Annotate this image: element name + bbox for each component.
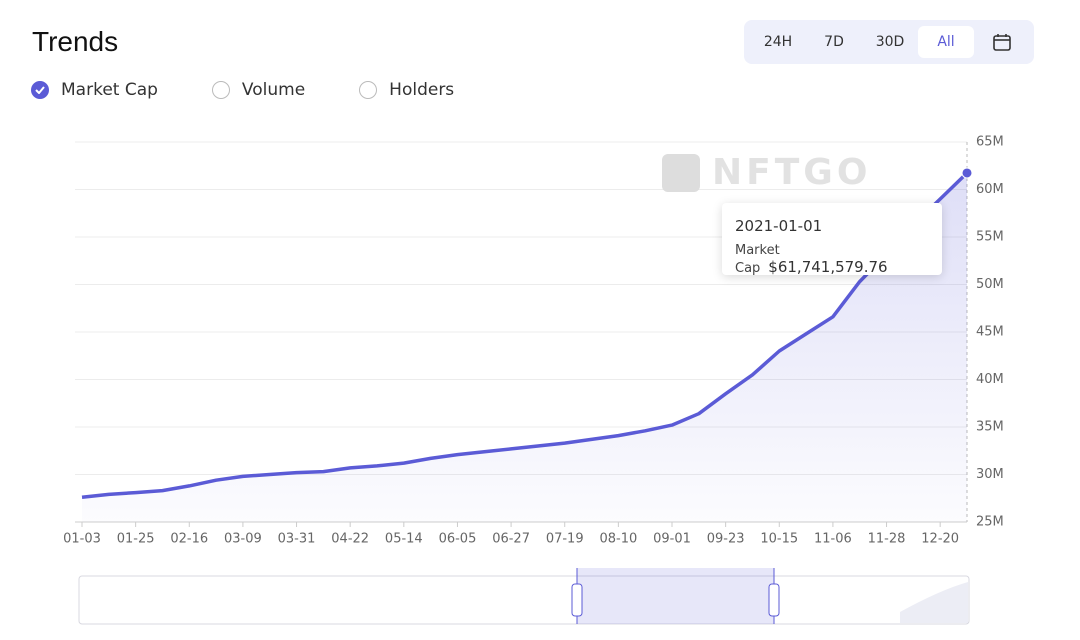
y-tick-label: 35M <box>976 420 1004 435</box>
toggle-label: Holders <box>389 80 455 100</box>
x-tick-label: 11-06 <box>814 532 852 547</box>
tooltip-value: $61,741,579.76 <box>768 258 888 276</box>
x-tick-label: 10-15 <box>760 532 798 547</box>
tooltip: 2021-01-01 Market Cap $61,741,579.76 <box>722 203 942 276</box>
checkbox[interactable] <box>211 81 230 99</box>
zoom-handle[interactable] <box>571 583 583 617</box>
toggle-label: Market Cap <box>61 80 158 100</box>
range-button[interactable]: 24H <box>763 34 793 50</box>
range-button[interactable]: 7D <box>824 34 844 50</box>
watermark-logo <box>662 154 700 192</box>
toggle-label: Volume <box>241 80 306 100</box>
x-tick-label: 11-28 <box>868 532 906 547</box>
watermark: NFTGO <box>712 152 871 193</box>
y-tick-label: 30M <box>976 467 1004 482</box>
x-tick-label: 09-23 <box>707 532 745 547</box>
page-title: Trends <box>32 26 119 57</box>
x-tick-label: 03-09 <box>224 532 262 547</box>
x-tick-label: 05-14 <box>385 532 423 547</box>
x-tick-label: 02-16 <box>170 532 208 547</box>
calendar-button[interactable] <box>974 26 1030 58</box>
x-tick-label: 06-27 <box>492 532 530 547</box>
line <box>81 171 969 500</box>
x-tick-label: 01-25 <box>117 532 155 547</box>
range-button[interactable]: All <box>918 26 974 58</box>
tooltip-series: Market Cap <box>735 243 780 276</box>
y-tick-label: 25M <box>976 515 1004 530</box>
x-tick-label: 03-31 <box>278 532 316 547</box>
x-tick-label: 12-20 <box>921 532 959 547</box>
y-tick-label: 45M <box>976 325 1004 340</box>
check-mark <box>35 86 45 94</box>
checkbox[interactable] <box>31 81 49 99</box>
y-tick-label: 40M <box>976 372 1004 387</box>
x-tick-label: 07-19 <box>546 532 584 547</box>
metric-toggle[interactable]: Market Cap <box>31 80 158 100</box>
range-selector: 24H 7D 30D All <box>744 20 1034 64</box>
metric-toggle[interactable]: Holders <box>359 80 454 100</box>
x-tick-label: 06-05 <box>439 532 477 547</box>
x-tick-label: 01-03 <box>63 532 101 547</box>
zoom-preview <box>900 582 968 623</box>
calendar-icon <box>993 34 1011 51</box>
zoom-window[interactable] <box>577 568 774 624</box>
tooltip-date: 2021-01-01 <box>735 217 823 235</box>
y-tick-label: 65M <box>976 135 1004 150</box>
zoom-track[interactable] <box>78 575 970 625</box>
x-tick-label: 08-10 <box>599 532 637 547</box>
x-tick-label: 09-01 <box>653 532 691 547</box>
tooltip-row: Market Cap $61,741,579.76 <box>735 243 929 276</box>
metric-toggles: Market Cap Volume Holders <box>31 80 508 100</box>
range-button[interactable]: 30D <box>875 34 905 50</box>
zoom-handle[interactable] <box>768 583 780 617</box>
metric-toggle[interactable]: Volume <box>211 80 306 100</box>
tooltip-point <box>961 167 973 179</box>
y-tick-label: 50M <box>976 277 1004 292</box>
area <box>82 173 967 522</box>
y-tick-label: 55M <box>976 230 1004 245</box>
y-tick-label: 60M <box>976 182 1004 197</box>
x-tick-label: 04-22 <box>331 532 369 547</box>
checkbox[interactable] <box>359 81 378 99</box>
